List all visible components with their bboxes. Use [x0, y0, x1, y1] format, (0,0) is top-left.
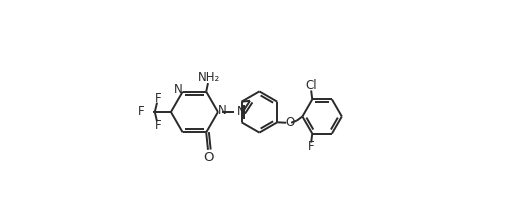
Text: O: O [204, 151, 214, 164]
Text: O: O [285, 116, 295, 129]
Text: F: F [154, 92, 161, 105]
Text: F: F [138, 105, 145, 118]
Text: N: N [174, 83, 183, 96]
Text: NH₂: NH₂ [198, 71, 220, 84]
Text: Cl: Cl [305, 79, 316, 92]
Text: F: F [307, 140, 314, 153]
Text: N: N [237, 105, 245, 118]
Text: N: N [218, 104, 227, 117]
Text: F: F [154, 119, 161, 132]
